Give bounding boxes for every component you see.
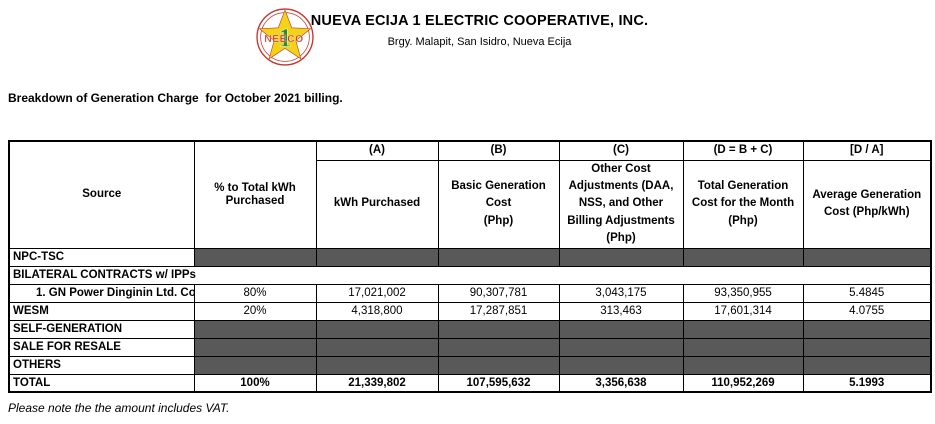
shaded-cell — [558, 337, 684, 357]
col-letter-b: (B) — [437, 140, 560, 161]
shaded-cell — [193, 355, 317, 375]
shaded-cell — [193, 247, 317, 267]
logo-acronym: NEECO — [264, 34, 303, 45]
shaded-cell — [682, 337, 804, 357]
col-letter-d-over-a: [D / A] — [802, 140, 932, 161]
shaded-cell — [558, 355, 684, 375]
vat-note: Please note the the amount includes VAT. — [8, 401, 230, 415]
value-cell: 21,339,802 — [315, 373, 439, 393]
org-address: Brgy. Malapit, San Isidro, Nueva Ecija — [387, 36, 572, 48]
value-cell: 3,043,175 — [558, 283, 684, 303]
shaded-cell — [437, 337, 560, 357]
col-header-source: Source — [8, 140, 195, 249]
shaded-cell — [802, 319, 932, 339]
col-letter-a: (A) — [315, 140, 439, 161]
report-title: Breakdown of Generation Charge for Octob… — [8, 91, 343, 105]
shaded-cell — [558, 319, 684, 339]
star-icon — [258, 9, 312, 60]
row-label: TOTAL — [8, 373, 195, 393]
value-cell: 17,601,314 — [682, 301, 804, 321]
value-cell: 3,356,638 — [558, 373, 684, 393]
row-label: SELF-GENERATION — [8, 319, 195, 339]
generation-charge-table: Source % to Total kWh Purchased (A) (B) … — [8, 140, 932, 393]
value-cell: 110,952,269 — [682, 373, 804, 393]
shaded-cell — [437, 355, 560, 375]
row-total: TOTAL 100% 21,339,802 107,595,632 3,356,… — [8, 373, 932, 393]
value-cell: 4,318,800 — [315, 301, 439, 321]
value-cell: 107,595,632 — [437, 373, 560, 393]
value-cell: 93,350,955 — [682, 283, 804, 303]
column-letters-row: Source % to Total kWh Purchased (A) (B) … — [8, 140, 932, 249]
row-npc-tsc: NPC-TSC — [8, 247, 932, 267]
value-cell: 313,463 — [558, 301, 684, 321]
value-cell: 17,287,851 — [437, 301, 560, 321]
neeco-logo: 1 NEECO — [256, 8, 314, 66]
value-cell: 80% — [193, 283, 317, 303]
shaded-cell — [802, 355, 932, 375]
row-label: WESM — [8, 301, 195, 321]
shaded-cell — [193, 337, 317, 357]
org-name: NUEVA ECIJA 1 ELECTRIC COOPERATIVE, INC. — [310, 13, 649, 29]
row-sale-for-resale: SALE FOR RESALE — [8, 337, 932, 357]
logo-number: 1 — [278, 22, 291, 52]
shaded-cell — [315, 319, 439, 339]
row-gn-power: 1. GN Power Dinginin Ltd. Co. 80% 17,021… — [8, 283, 932, 303]
shaded-cell — [682, 247, 804, 267]
column-names-row: kWh Purchased Basic Generation Cost (Php… — [9, 159, 932, 249]
shaded-cell — [315, 355, 439, 375]
row-others: OTHERS — [8, 355, 932, 375]
value-cell: 5.4845 — [802, 283, 932, 303]
shaded-cell — [315, 247, 439, 267]
col-header-average-generation-cost: Average Generation Cost (Php/kWh) — [802, 159, 932, 249]
row-label: OTHERS — [8, 355, 195, 375]
value-cell: 17,021,002 — [315, 283, 439, 303]
col-header-basic-generation-cost: Basic Generation Cost (Php) — [437, 159, 560, 249]
shaded-cell — [315, 337, 439, 357]
shaded-cell — [682, 355, 804, 375]
col-letter-c: (C) — [558, 140, 684, 161]
row-label: SALE FOR RESALE — [8, 337, 195, 357]
shaded-cell — [682, 319, 804, 339]
row-label: 1. GN Power Dinginin Ltd. Co. — [8, 283, 195, 303]
col-header-pct-total-kwh: % to Total kWh Purchased — [193, 140, 317, 249]
value-cell: 20% — [193, 301, 317, 321]
row-bilateral-section: BILATERAL CONTRACTS w/ IPPs — [8, 265, 932, 285]
value-cell: 4.0755 — [802, 301, 932, 321]
row-label: NPC-TSC — [8, 247, 195, 267]
col-header-other-cost-adjustments: Other Cost Adjustments (DAA, NSS, and Ot… — [558, 159, 684, 249]
value-cell: 100% — [193, 373, 317, 393]
shaded-cell — [437, 247, 560, 267]
shaded-cell — [802, 337, 932, 357]
row-self-generation: SELF-GENERATION — [8, 319, 932, 339]
section-label: BILATERAL CONTRACTS w/ IPPs — [8, 265, 932, 285]
value-cell: 5.1993 — [802, 373, 932, 393]
shaded-cell — [802, 247, 932, 267]
col-letter-d: (D = B + C) — [682, 140, 804, 161]
shaded-cell — [558, 247, 684, 267]
col-header-total-generation-cost: Total Generation Cost for the Month (Php… — [682, 159, 804, 249]
col-header-kwh-purchased: kWh Purchased — [315, 159, 439, 249]
value-cell: 90,307,781 — [437, 283, 560, 303]
shaded-cell — [437, 319, 560, 339]
row-wesm: WESM 20% 4,318,800 17,287,851 313,463 17… — [8, 301, 932, 321]
shaded-cell — [193, 319, 317, 339]
